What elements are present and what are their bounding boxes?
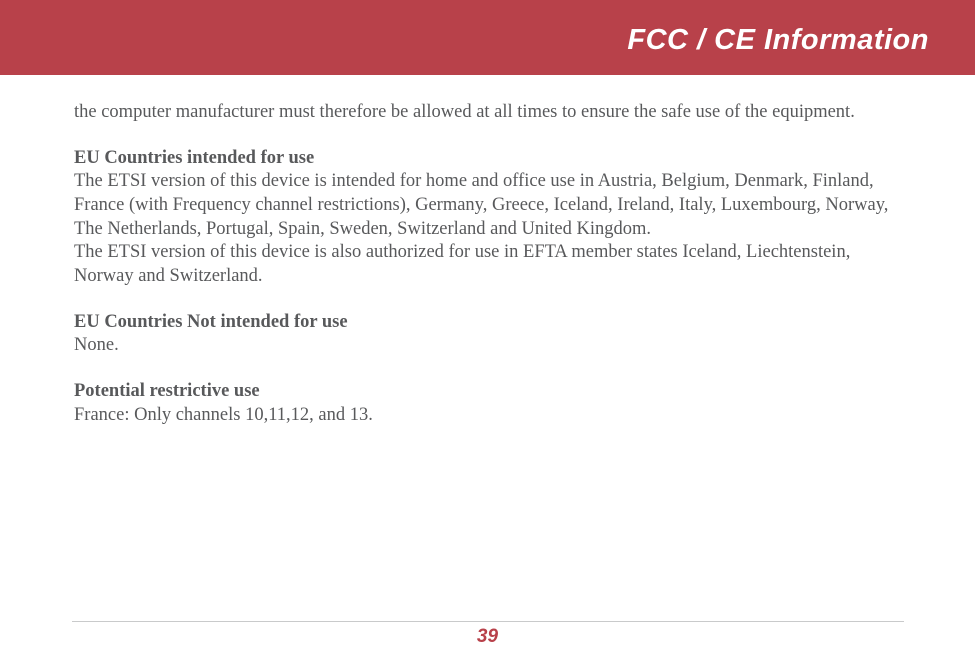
header-title: FCC / CE Information <box>627 24 929 57</box>
footer-rule <box>72 621 904 622</box>
page-number: 39 <box>0 626 975 648</box>
header-band: FCC / CE Information <box>0 0 975 75</box>
section-heading: EU Countries Not intended for use <box>74 311 901 335</box>
section-body: The ETSI version of this device is also … <box>74 241 901 288</box>
section-body: None. <box>74 334 901 358</box>
section-heading: Potential restrictive use <box>74 380 901 404</box>
section-heading: EU Countries intended for use <box>74 147 901 171</box>
section-eu-intended: EU Countries intended for use The ETSI v… <box>74 147 901 289</box>
section-body: The ETSI version of this device is inten… <box>74 170 901 241</box>
footer: 39 <box>0 621 975 648</box>
intro-paragraph: the computer manufacturer must therefore… <box>74 101 901 125</box>
section-body: France: Only channels 10,11,12, and 13. <box>74 404 901 428</box>
content-area: the computer manufacturer must therefore… <box>0 75 975 427</box>
section-restrictive: Potential restrictive use France: Only c… <box>74 380 901 427</box>
page: FCC / CE Information the computer manufa… <box>0 0 975 666</box>
section-eu-not-intended: EU Countries Not intended for use None. <box>74 311 901 358</box>
